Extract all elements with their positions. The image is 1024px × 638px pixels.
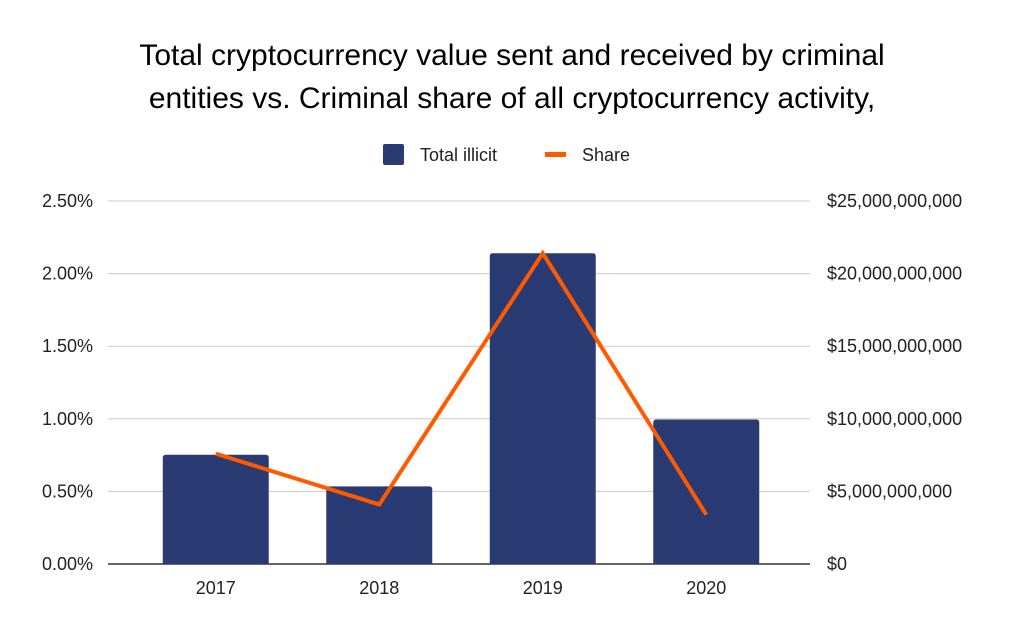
left-axis-tick: 0.00% [42, 554, 93, 574]
left-axis-tick: 2.00% [42, 264, 93, 284]
x-axis-tick: 2018 [359, 578, 399, 598]
x-axis-tick: 2020 [686, 578, 726, 598]
x-axis-tick: 2017 [196, 578, 236, 598]
bar-2020 [653, 419, 760, 564]
legend: Total illicit Share [383, 144, 630, 165]
legend-swatch-total-illicit [383, 144, 404, 165]
bar-2018 [326, 486, 433, 564]
legend-label-share: Share [582, 145, 630, 165]
x-axis-tick: 2019 [523, 578, 563, 598]
bar-2017 [162, 454, 269, 564]
left-axis-tick: 1.50% [42, 336, 93, 356]
right-axis-tick: $15,000,000,000 [827, 336, 962, 356]
chart-title-line-1: Total cryptocurrency value sent and rece… [139, 39, 884, 72]
right-axis-tick: $25,000,000,000 [827, 191, 962, 211]
right-axis-tick: $20,000,000,000 [827, 264, 962, 284]
left-axis-tick: 2.50% [42, 191, 93, 211]
bar-2019 [489, 253, 596, 564]
right-axis-tick: $10,000,000,000 [827, 409, 962, 429]
right-axis-tick: $5,000,000,000 [827, 481, 952, 501]
chart-title-line-2: entities vs. Criminal share of all crypt… [149, 82, 875, 115]
share-line [215, 249, 708, 516]
legend-swatch-share [545, 152, 566, 157]
left-axis-tick: 1.00% [42, 409, 93, 429]
right-axis-tick: $0 [827, 554, 847, 574]
legend-label-total-illicit: Total illicit [420, 145, 497, 165]
left-axis-tick: 0.50% [42, 481, 93, 501]
